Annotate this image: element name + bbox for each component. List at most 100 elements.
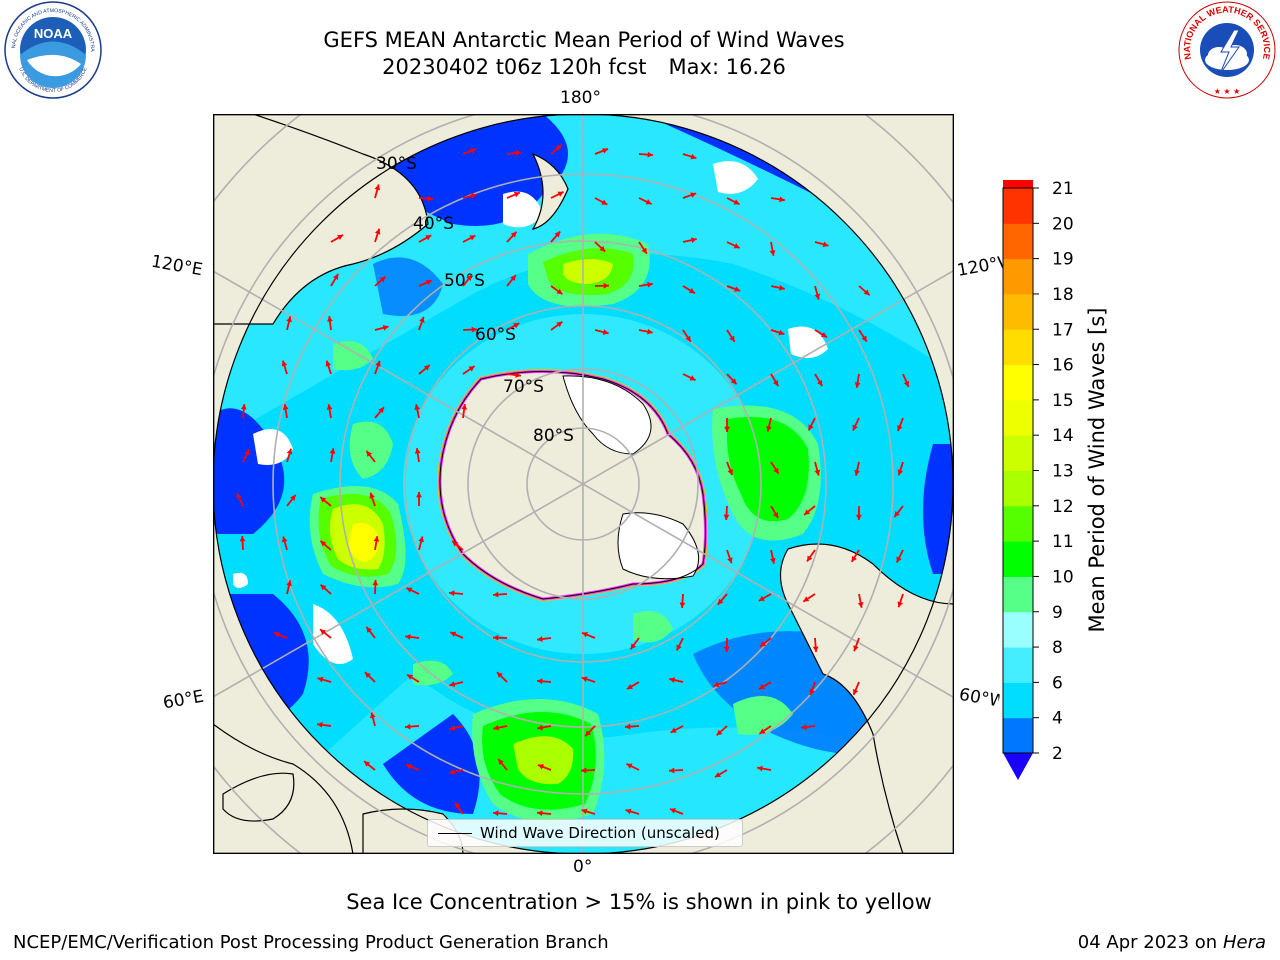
- wind-arrow-head: [493, 591, 499, 598]
- wind-arrow-head: [515, 372, 521, 378]
- colorbar-tick-label: 6: [1052, 673, 1063, 693]
- wind-arrow-head: [894, 511, 900, 518]
- wind-arrow-head: [407, 674, 414, 680]
- legend-label: Wind Wave Direction (unscaled): [480, 824, 720, 842]
- wind-arrow-head: [676, 644, 682, 651]
- map-title: GEFS MEAN Antarctic Mean Period of Wind …: [323, 28, 845, 52]
- wind-arrow-head: [760, 641, 767, 647]
- wind-arrow-head: [498, 759, 504, 765]
- colorbar-segment: [1003, 258, 1033, 295]
- wind-arrow-head: [326, 404, 333, 410]
- colorbar-tick-label: 17: [1052, 320, 1074, 340]
- wind-arrow-head: [449, 769, 456, 775]
- wind-arrow-head: [814, 469, 821, 476]
- wind-arrow-head: [758, 683, 765, 690]
- lat-label-30s: 30°S: [376, 154, 417, 174]
- colorbar-tick-label: 9: [1052, 603, 1063, 623]
- wind-arrow-head: [820, 332, 827, 338]
- wind-arrow-head: [730, 378, 737, 385]
- colorbar-segment: [1003, 576, 1033, 613]
- wind-arrow-head: [897, 425, 903, 432]
- wind-arrow-head: [320, 584, 327, 591]
- wind-arrow-head: [425, 235, 432, 241]
- wind-arrow-head: [806, 555, 813, 562]
- wind-arrow-head: [863, 289, 870, 296]
- madagascar-land: [222, 772, 295, 822]
- wind-arrow-head: [603, 282, 609, 289]
- wind-arrow-head: [733, 243, 740, 249]
- wind-arrow-head: [372, 580, 379, 586]
- wind-arrow-head: [471, 326, 477, 333]
- colorbar-tick-label: 13: [1052, 462, 1074, 482]
- wind-arrow-head: [452, 541, 459, 547]
- wind-arrow-head: [690, 237, 697, 243]
- wind-arrow-head: [286, 580, 292, 587]
- sea-ice-note: Sea Ice Concentration > 15% is shown in …: [346, 890, 932, 914]
- wind-arrow-head: [493, 810, 499, 817]
- wind-arrow-head: [779, 196, 785, 203]
- wind-arrow-head: [716, 729, 723, 736]
- wind-arrow-head: [803, 596, 810, 602]
- wind-arrow-head: [854, 382, 861, 388]
- wind-arrow-head: [493, 634, 499, 641]
- wind-arrow-head: [510, 275, 516, 281]
- wind-arrow-head: [320, 497, 327, 503]
- wind-arrow-head: [469, 235, 476, 241]
- wind-arrow-head: [375, 360, 381, 367]
- legend-line-icon: [438, 833, 472, 834]
- wind-arrow-head: [817, 380, 823, 387]
- wind-arrow-head: [370, 712, 376, 719]
- noaa-logo: NOAA NATIONAL OCEANIC AND ATMOSPHERIC AD…: [3, 0, 102, 99]
- colorbar-tick-label: 16: [1052, 356, 1074, 376]
- wind-arrow-head: [325, 360, 332, 367]
- wind-arrow-head: [809, 689, 815, 696]
- colorbar-tick-label: 14: [1052, 426, 1074, 446]
- wind-arrow-head: [601, 199, 608, 205]
- wind-arrow-head: [769, 250, 776, 256]
- lon-label-60e: 60°E: [161, 686, 206, 714]
- wind-arrow-head: [378, 407, 384, 414]
- polar-map: 30°S 40°S 50°S 60°S 70°S 80°S: [212, 113, 955, 855]
- wind-arrow-head: [647, 151, 653, 158]
- wind-arrow-head: [379, 276, 386, 283]
- wind-arrow-head: [856, 514, 862, 520]
- max-label: Max: 16.26: [668, 55, 786, 79]
- wind-arrow-head: [857, 602, 864, 608]
- wind-arrow-head: [290, 494, 296, 501]
- wind-arrow-head: [723, 514, 730, 520]
- lat-label-60s: 60°S: [475, 325, 516, 345]
- lat-label-40s: 40°S: [413, 214, 454, 234]
- wind-arrow-head: [320, 629, 326, 635]
- colorbar-tick-label: 12: [1052, 497, 1074, 517]
- graticule: [213, 114, 954, 854]
- colorbar-tick-label: 8: [1052, 638, 1063, 658]
- colorbar-tick-label: 10: [1052, 567, 1074, 587]
- wind-arrow-head: [240, 404, 247, 410]
- colorbar-segment: [1003, 435, 1033, 471]
- wind-arrow-head: [669, 808, 676, 814]
- lat-label-80s: 80°S: [533, 426, 574, 446]
- wind-arrow-head: [759, 728, 766, 734]
- wind-arrow-head: [537, 764, 544, 770]
- colorbar-segment: [1003, 188, 1033, 224]
- colorbar-tick-label: 18: [1052, 285, 1074, 305]
- wind-arrow-head: [729, 335, 735, 342]
- wind-arrow-head: [897, 601, 903, 608]
- wind-arrow-head: [286, 448, 293, 455]
- wind-arrow-head: [727, 557, 733, 564]
- wind-arrow-head: [853, 645, 859, 652]
- wind-arrow-head: [374, 184, 381, 191]
- wind-arrow-head: [689, 375, 696, 381]
- wind-arrow-head: [647, 328, 653, 335]
- colorbar-tick-label: 19: [1052, 250, 1074, 270]
- map-legend: Wind Wave Direction (unscaled): [427, 819, 743, 847]
- svg-text:★ ★ ★: ★ ★ ★: [1214, 87, 1241, 96]
- wind-arrow-head: [582, 632, 588, 638]
- wind-arrow-head: [713, 681, 720, 688]
- wind-arrow-head: [630, 643, 637, 650]
- colorbar-segment: [1003, 399, 1033, 436]
- wind-arrow-head: [714, 771, 721, 778]
- wind-arrow-head: [625, 808, 632, 815]
- wind-arrow-head: [733, 199, 740, 205]
- colorbar-segment: [1003, 293, 1033, 330]
